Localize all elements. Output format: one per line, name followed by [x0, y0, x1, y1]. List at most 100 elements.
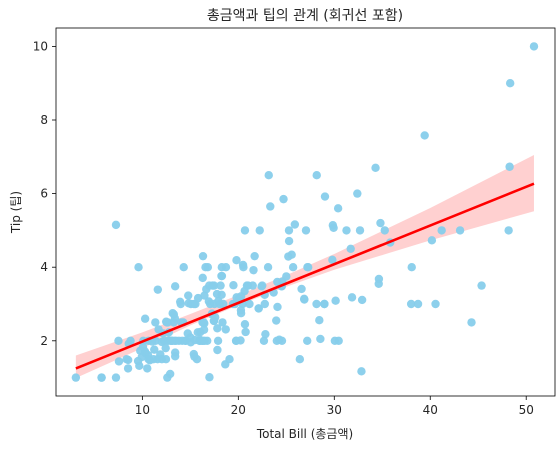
- scatter-point: [239, 263, 248, 272]
- scatter-point: [263, 263, 273, 272]
- scatter-point: [264, 171, 273, 180]
- scatter-point: [301, 226, 311, 235]
- scatter-point: [170, 282, 180, 291]
- scatter-point: [241, 327, 250, 337]
- scatter-point: [312, 171, 321, 180]
- x-axis-ticks: 10 20 30 40 50: [135, 396, 534, 417]
- scatter-point: [192, 355, 202, 364]
- y-tick-label: 8: [40, 113, 48, 127]
- scatter-point: [140, 314, 150, 323]
- scatter-point: [300, 295, 309, 304]
- chart-title: 총금액과 팁의 관계 (회귀선 포함): [207, 8, 403, 24]
- scatter-point: [328, 255, 337, 265]
- scatter-point: [231, 336, 241, 345]
- scatter-point: [161, 355, 171, 364]
- scatter-points-layer: [71, 42, 539, 382]
- scatter-point: [279, 194, 288, 204]
- scatter-point: [216, 281, 225, 290]
- scatter-point: [114, 336, 123, 345]
- scatter-point: [126, 336, 135, 345]
- scatter-point: [111, 373, 121, 382]
- y-tick-label: 2: [40, 334, 48, 348]
- scatter-point: [455, 226, 465, 235]
- scatter-point: [320, 299, 329, 309]
- scatter-point: [431, 299, 440, 309]
- scatter-point: [266, 202, 275, 211]
- scatter-point: [218, 318, 227, 327]
- scatter-point: [176, 299, 185, 309]
- scatter-point: [334, 336, 343, 345]
- scatter-point: [123, 364, 133, 373]
- scatter-point: [353, 189, 362, 198]
- scatter-point: [199, 325, 209, 334]
- scatter-point: [184, 291, 193, 300]
- x-tick-label: 10: [135, 403, 150, 417]
- scatter-point: [529, 42, 539, 51]
- scatter-point: [255, 226, 264, 235]
- scatter-point: [217, 290, 226, 299]
- x-tick-label: 50: [519, 403, 534, 417]
- scatter-point: [114, 357, 124, 366]
- scatter-point: [315, 315, 324, 325]
- x-tick-label: 30: [327, 403, 342, 417]
- scatter-point: [342, 226, 351, 235]
- scatter-point: [347, 293, 357, 302]
- scatter-point: [71, 373, 81, 382]
- scatter-point: [221, 325, 230, 334]
- scatter-point: [312, 299, 321, 309]
- scatter-point: [376, 218, 385, 228]
- scatter-point: [198, 251, 208, 261]
- scatter-point: [284, 226, 294, 235]
- scatter-point: [272, 316, 281, 325]
- scatter-point: [245, 299, 254, 309]
- scatter-point: [282, 272, 291, 281]
- scatter-point: [134, 263, 143, 272]
- y-axis-ticks: 2 4 6 8 10: [33, 39, 56, 348]
- scatter-point: [290, 220, 300, 229]
- regression-line: [75, 182, 535, 370]
- scatter-point: [170, 314, 180, 323]
- y-tick-label: 6: [40, 187, 48, 201]
- scatter-point: [303, 336, 312, 345]
- scatter-point: [203, 336, 212, 345]
- scatter-point: [217, 271, 227, 281]
- scatter-point: [236, 309, 246, 318]
- scatter-point: [357, 367, 366, 376]
- scatter-point: [259, 336, 269, 345]
- scatter-point: [331, 296, 340, 305]
- scatter-point: [295, 355, 305, 364]
- scatter-point: [380, 226, 389, 235]
- scatter-point: [205, 373, 214, 382]
- scatter-point: [371, 163, 380, 173]
- x-tick-label: 40: [423, 403, 438, 417]
- scatter-point: [145, 356, 154, 365]
- scatter-point: [170, 352, 180, 361]
- scatter-point: [200, 319, 209, 328]
- scatter-point: [254, 304, 263, 313]
- scatter-point: [250, 251, 259, 261]
- scatter-point: [258, 281, 267, 290]
- scatter-point: [165, 369, 175, 379]
- scatter-point: [111, 220, 121, 230]
- plot-frame: [55, 27, 556, 397]
- scatter-point: [198, 273, 207, 283]
- scatter-point: [467, 318, 476, 327]
- scatter-point: [355, 226, 365, 235]
- x-axis-title: Total Bill (총금액): [256, 427, 353, 441]
- scatter-point: [287, 250, 296, 259]
- scatter-point: [209, 281, 219, 290]
- scatter-point: [240, 320, 250, 329]
- scatter-point: [179, 263, 188, 272]
- scatter-point: [504, 226, 513, 235]
- scatter-point: [261, 329, 270, 339]
- scatter-point: [137, 352, 146, 362]
- scatter-point: [505, 79, 515, 88]
- scatter-point: [203, 263, 213, 272]
- regression-line-layer: [75, 182, 535, 370]
- scatter-point: [232, 256, 241, 265]
- scatter-point: [225, 355, 234, 364]
- scatter-point: [320, 192, 330, 201]
- y-axis-title: Tip (팁): [9, 191, 23, 234]
- scatter-point: [240, 226, 250, 235]
